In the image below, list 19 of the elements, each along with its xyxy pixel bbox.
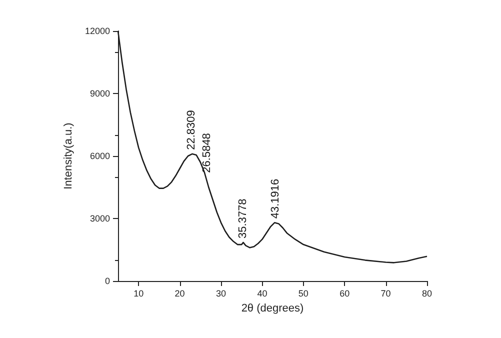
annotation: 43.1916 — [269, 178, 282, 219]
x-axis-title: 2θ (degrees) — [241, 302, 304, 314]
x-tick-label: 50 — [298, 288, 308, 298]
y-tick-label: 6000 — [90, 151, 110, 161]
y-axis-title: Intensity(a.u.) — [62, 122, 75, 190]
x-tick-label: 10 — [134, 288, 144, 298]
annotation: 22.8309 — [185, 110, 198, 150]
x-tick-label: 80 — [422, 288, 432, 298]
annotation: 26.5848 — [200, 133, 213, 173]
y-tick-label: 12000 — [84, 26, 110, 36]
x-tick-label: 20 — [174, 288, 185, 298]
x-tick-label: 40 — [257, 288, 268, 298]
y-tick-label: 0 — [104, 276, 110, 286]
y-tick-label: 9000 — [90, 88, 110, 98]
x-tick-label: 70 — [380, 288, 391, 298]
x-tick-label: 30 — [216, 288, 226, 298]
annotation: 35.3778 — [237, 198, 250, 238]
y-tick-label: 3000 — [90, 214, 110, 224]
x-tick-label: 60 — [340, 288, 350, 298]
